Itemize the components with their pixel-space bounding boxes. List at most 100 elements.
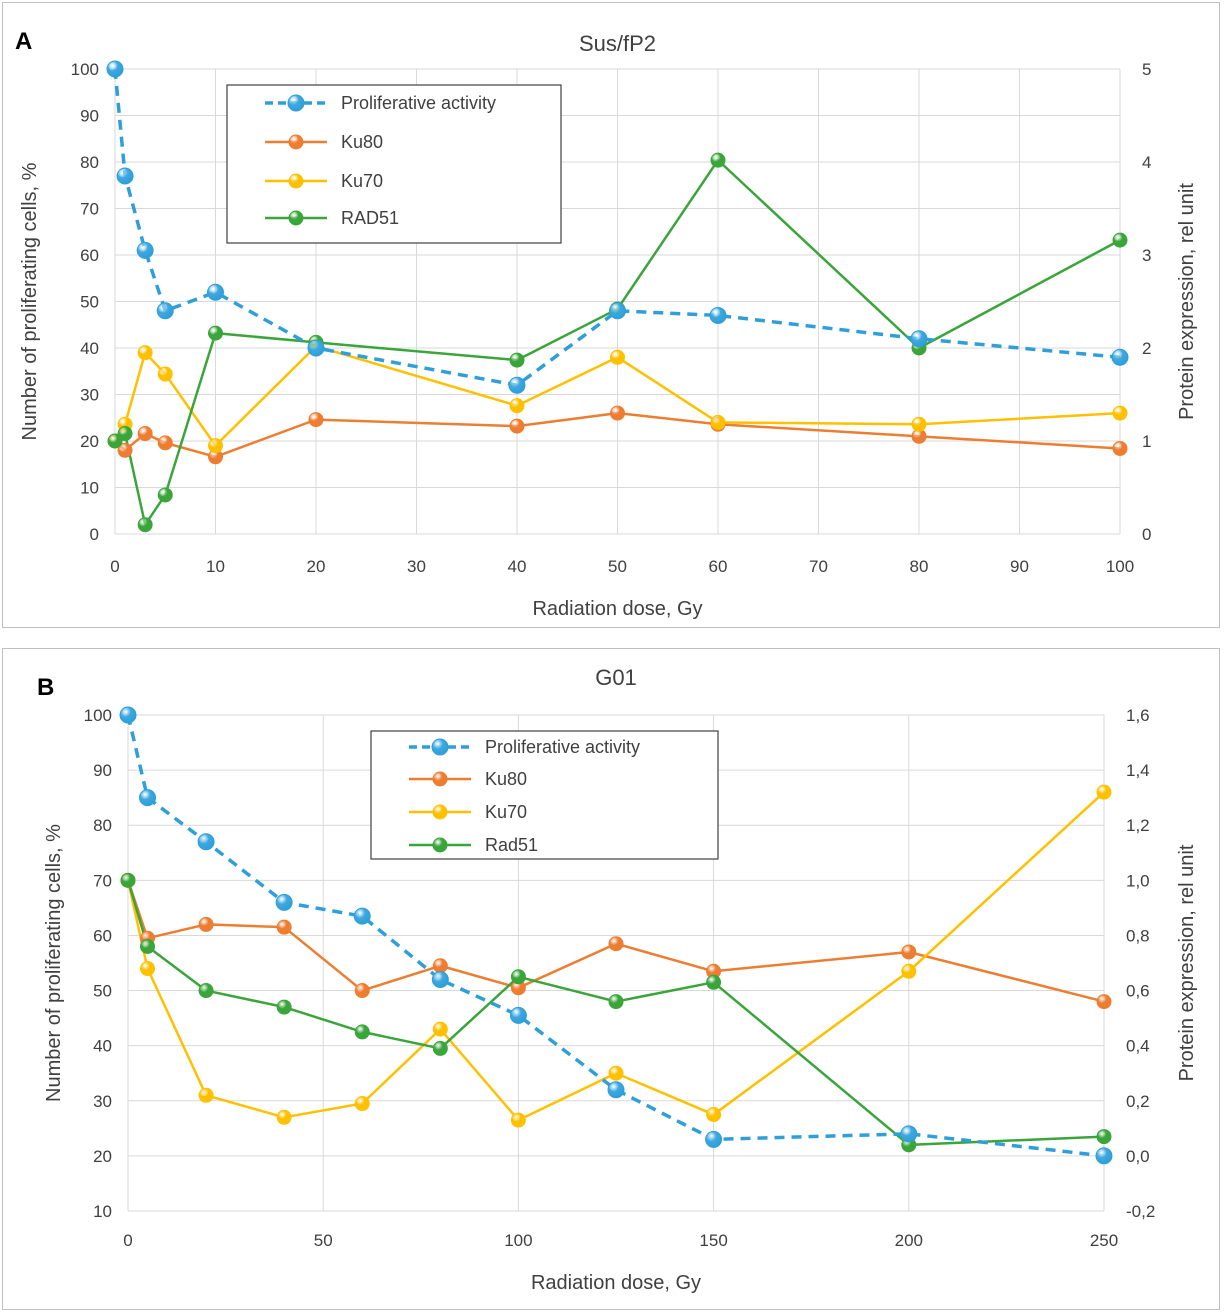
chart-b-point-rad51	[140, 938, 156, 954]
chart-b-y2-tick-label: 1,2	[1126, 816, 1150, 835]
chart-b-x-tick-label: 100	[504, 1231, 532, 1250]
chart-a-x-tick-label: 10	[206, 557, 225, 576]
chart-a-y-tick-label: 90	[80, 107, 99, 126]
chart-b-point-ku80	[276, 919, 292, 935]
chart-b-y-tick-label: 60	[93, 926, 112, 945]
chart-a-y-tick-label: 10	[80, 479, 99, 498]
chart-b-series-line-rad51	[126, 879, 1105, 1147]
chart-b-point-proliferative-activity	[705, 1130, 723, 1148]
chart-a-point-ku80	[1112, 440, 1128, 456]
chart-a-point-ku80	[117, 442, 133, 458]
chart-b-y-tick-label: 80	[93, 816, 112, 835]
chart-a-y2-axis-title: Protein expression, rel unit	[1176, 183, 1198, 420]
chart-a-point-ku70	[509, 398, 525, 414]
chart-a-legend-marker-ku80	[288, 134, 304, 150]
chart-b-point-rad51	[1096, 1129, 1112, 1145]
chart-a-y-tick-label: 70	[80, 200, 99, 219]
chart-a-point-proliferative-activity	[307, 339, 325, 357]
chart-a-point-rad51	[208, 325, 223, 341]
chart-a-point-proliferative-activity	[1111, 348, 1129, 366]
chart-a-point-ku70	[208, 438, 223, 454]
chart-a-point-rad51	[107, 433, 123, 449]
chart-a-point-ku70	[610, 349, 625, 365]
chart-b-point-ku80	[198, 916, 214, 932]
chart-a-legend-label-ku80: Ku80	[341, 132, 383, 152]
chart-b-y-tick-label: 30	[93, 1092, 112, 1111]
chart-b-y2-tick-label: 0,6	[1126, 982, 1150, 1001]
chart-b-panel-label: B	[37, 674, 54, 701]
chart-b-y-tick-label: 100	[84, 706, 112, 725]
chart-a-panel-label: A	[15, 28, 32, 55]
chart-b-point-rad51	[432, 1040, 448, 1056]
chart-b-y-tick-label: 70	[93, 871, 112, 890]
chart-b-point-ku70	[901, 963, 917, 979]
chart-b-legend-marker-ku80	[432, 771, 448, 787]
chart-b-legend-label-proliferative-activity: Proliferative activity	[485, 737, 640, 757]
chart-a-title: Sus/fP2	[579, 31, 656, 56]
chart-a-point-ku70	[157, 366, 173, 382]
chart-b-y2-tick-label: 1,6	[1126, 706, 1150, 725]
chart-b-point-ku70	[198, 1087, 214, 1103]
chart-b-y-tick-label: 90	[93, 761, 112, 780]
chart-a-x-tick-label: 60	[709, 557, 728, 576]
chart-b-point-proliferative-activity	[119, 706, 137, 724]
chart-a-legend-box	[226, 84, 562, 244]
chart-a-y-tick-label: 40	[80, 339, 99, 358]
chart-b-y2-tick-label: 0,2	[1126, 1092, 1150, 1111]
chart-a-point-proliferative-activity	[116, 167, 134, 185]
chart-a-point-proliferative-activity	[207, 283, 224, 301]
chart-a-x-tick-label: 80	[910, 557, 929, 576]
chart-b-point-rad51	[198, 983, 214, 999]
chart-b-series-line-proliferative-activity	[126, 714, 1105, 1158]
chart-b-point-ku70	[706, 1107, 722, 1123]
chart-b-legend-label-ku70: Ku70	[485, 802, 527, 822]
chart-a-y2-tick-label: 2	[1142, 339, 1151, 358]
chart-b-x-tick-label: 250	[1090, 1231, 1118, 1250]
chart-b-point-proliferative-activity	[275, 893, 293, 911]
chart-b-point-proliferative-activity	[431, 971, 449, 989]
chart-a-point-rad51	[157, 487, 173, 503]
chart-a-x-tick-label: 20	[307, 557, 326, 576]
chart-b-x-tick-label: 50	[314, 1231, 333, 1250]
chart-b-legend-marker-rad51	[432, 837, 448, 853]
chart-a-y2-tick-label: 5	[1142, 60, 1151, 79]
chart-a-y2-tick-label: 3	[1142, 246, 1151, 265]
chart-b-y2-axis-title: Protein expression, rel unit	[1176, 844, 1198, 1081]
chart-b-y2-tick-label: 1,4	[1126, 761, 1150, 780]
chart-b-point-proliferative-activity	[607, 1081, 625, 1099]
chart-a-point-rad51	[710, 152, 726, 168]
chart-a-y2-tick-label: 1	[1142, 432, 1151, 451]
chart-b-y2-tick-label: 1,0	[1126, 871, 1150, 890]
chart-b-point-rad51	[608, 994, 624, 1010]
chart-a-x-tick-label: 70	[809, 557, 828, 576]
chart-a-point-rad51	[1112, 232, 1128, 248]
chart-a-legend-label-ku70: Ku70	[341, 171, 383, 191]
chart-a-y-tick-label: 30	[80, 386, 99, 405]
chart-b-legend-marker-proliferative-activity	[431, 738, 449, 756]
chart-a-x-tick-label: 0	[110, 557, 119, 576]
chart-a-legend-marker-ku70	[288, 173, 304, 189]
chart-a-point-ku80	[308, 412, 324, 428]
chart-b-y2-tick-label: 0,0	[1126, 1147, 1150, 1166]
chart-b-legend-label-rad51: Rad51	[485, 835, 538, 855]
chart-b-point-rad51	[276, 999, 292, 1015]
chart-b-title: G01	[595, 665, 637, 690]
chart-b-point-ku80	[432, 958, 448, 974]
chart-a-x-tick-label: 100	[1106, 557, 1134, 576]
chart-a-legend-label-rad51: RAD51	[341, 208, 399, 228]
chart-b-point-ku70	[276, 1109, 292, 1125]
chart-a-point-rad51	[509, 352, 525, 368]
chart-b-legend-marker-ku70	[432, 804, 448, 820]
chart-b-y-tick-label: 20	[93, 1147, 112, 1166]
chart-b-y2-tick-label: 0,8	[1126, 926, 1150, 945]
chart-a-y-tick-label: 50	[80, 293, 99, 312]
chart-a-point-rad51	[117, 426, 133, 442]
chart-b-point-ku70	[140, 961, 156, 977]
chart-b-x-axis-title: Radiation dose, Gy	[531, 1272, 701, 1294]
chart-a-y-tick-label: 0	[90, 525, 99, 544]
chart-a-point-ku70	[137, 345, 153, 361]
chart-a-y-axis-title: Number of proliferating cells, %	[19, 162, 41, 440]
chart-b-point-rad51	[354, 1024, 370, 1040]
chart-b-y2-tick-label: 0,4	[1126, 1037, 1150, 1056]
